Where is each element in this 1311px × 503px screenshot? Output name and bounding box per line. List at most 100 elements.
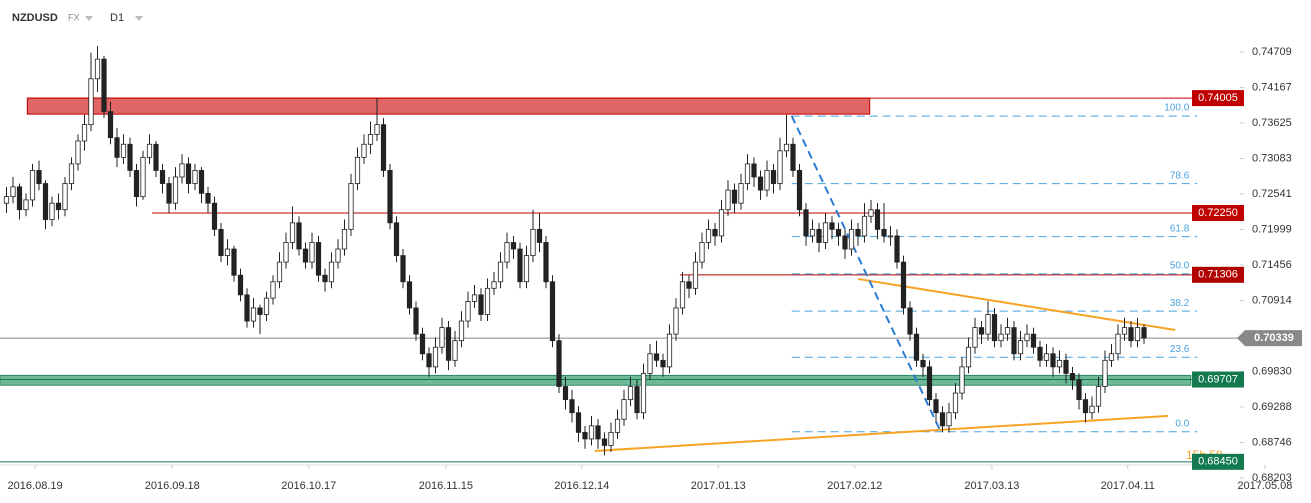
candle-body [237,274,244,296]
candle-body [926,366,933,401]
fib-label: 50.0 [1170,261,1190,272]
candle-body [471,294,478,302]
candle-body [120,143,127,158]
candle-body [588,425,595,440]
candle-body [75,140,81,165]
candle-body [744,163,751,184]
candle-body [569,399,575,414]
x-tick-label: 2016.09.18 [145,480,200,492]
y-tick-label: 0.73083 [1252,152,1292,164]
candle-body [913,333,920,361]
candle-body [192,170,198,184]
candle-body [419,333,426,355]
market[interactable]: FX [68,12,80,22]
candle-body [504,242,510,263]
fib-label: 100.0 [1164,103,1189,114]
candle-body [881,228,887,237]
x-tick-label: 2017.02.12 [827,480,882,492]
candle-body [1030,333,1037,348]
candle-body [861,215,868,237]
candle-body [244,294,250,322]
candle-body [809,228,816,237]
candle-body [965,346,972,368]
y-tick-label: 0.71999 [1252,223,1292,235]
candle-body [315,242,322,276]
zone [26,97,871,115]
candle-body [29,170,36,201]
candle-body [738,183,744,204]
candle-body [1095,386,1102,407]
candle-body [829,222,835,230]
dropdown-arrow[interactable] [85,16,93,21]
candle-body [946,412,952,427]
level-tag [1192,453,1244,470]
x-tick-label: 2017.01.13 [691,480,746,492]
level-tag [1192,205,1244,222]
candle-body [718,209,725,237]
candle-body [783,143,790,152]
candle-body [309,242,315,263]
candle-body [816,228,822,243]
level-label: 0.71306 [1198,269,1238,281]
timeframe[interactable]: D1 [110,12,124,24]
candle-body [374,124,380,135]
candle-body [803,209,809,237]
candle-body [497,261,504,283]
candle-body [634,386,640,414]
candle-body [796,170,803,211]
candle-body [36,170,42,184]
candle-body [166,183,172,204]
candle-body [868,209,874,217]
candle-body [673,307,679,335]
candle-body [1128,327,1134,342]
candle-body [1089,405,1095,414]
candle-body [790,143,796,171]
candle-body [705,228,712,243]
candle-body [1082,399,1089,414]
candle-body [42,183,49,220]
candle-body [595,425,601,440]
candle-body [146,143,153,158]
candle-body [328,261,335,283]
candle-body [1037,346,1043,361]
candle-body [491,281,497,289]
level-label: 0.72250 [1198,207,1238,219]
dropdown-arrow[interactable] [135,16,143,21]
candle-body [933,399,939,414]
candle-body [458,320,465,342]
candle-body [991,314,998,342]
candle-body [660,359,666,368]
candle-body [952,392,959,414]
candle-body [205,192,211,204]
candle-body [1056,359,1063,368]
candle-body [770,170,777,184]
current-price-tag [1237,330,1302,347]
candle-body [432,346,439,368]
candle-body [133,170,140,198]
candle-body [406,281,413,309]
candle-body [296,222,302,250]
candle-body [1017,340,1024,355]
candle-body [445,327,452,361]
candle-body [380,124,387,171]
candle-body [1011,327,1017,355]
level-label: 0.68450 [1198,456,1238,468]
candle-body [49,202,55,220]
y-tick-label: 0.73625 [1252,117,1292,129]
candle-body [699,242,705,263]
candle-body [822,222,829,243]
candle-body [393,222,400,256]
candle-body [510,242,517,250]
candle-body [23,199,29,211]
candle-body [1024,333,1030,342]
candle-body [114,137,120,158]
candle-body [1043,353,1050,361]
candle-body [517,248,523,283]
candle-body [998,333,1004,342]
y-tick-label: 0.70914 [1252,294,1292,306]
candle-body [549,281,556,342]
candle-body [640,373,647,414]
level-tag [1192,90,1244,107]
candle-body [679,281,686,309]
candle-body [523,255,530,283]
